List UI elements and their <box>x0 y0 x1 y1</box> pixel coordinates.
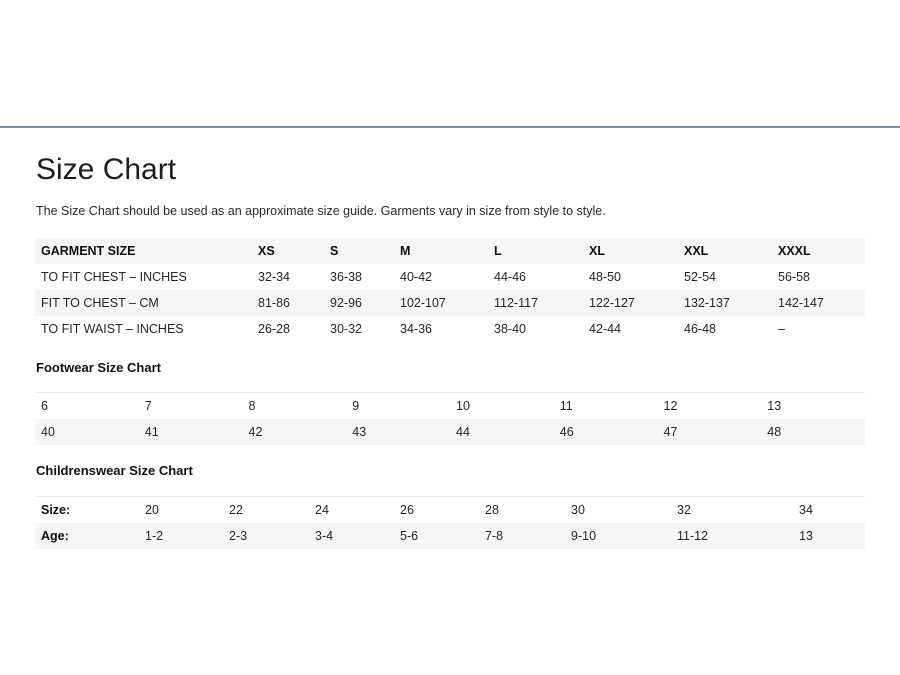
main-content: Size Chart The Size Chart should be used… <box>0 153 900 549</box>
table-cell: 112-117 <box>494 296 539 310</box>
table-cell: 38-40 <box>494 322 526 336</box>
table-cell: 81-86 <box>258 296 290 310</box>
table-cell: 26 <box>400 503 414 517</box>
table-cell: TO FIT CHEST – INCHES <box>41 270 187 284</box>
table-cell: 34-36 <box>400 322 432 336</box>
table-cell: 32-34 <box>258 270 290 284</box>
page-subtitle: The Size Chart should be used as an appr… <box>36 204 606 218</box>
table-header-cell: XXXL <box>772 238 865 264</box>
table-row: 40 41 42 43 44 46 47 48 <box>35 419 865 445</box>
table-cell: Size: <box>41 503 71 517</box>
table-cell: 48 <box>767 425 782 439</box>
table-cell: TO FIT WAIST – INCHES <box>41 322 184 336</box>
table-row: Age: 1-2 2-3 3-4 5-6 7-8 9-10 11-12 13 <box>35 523 865 549</box>
table-cell: 56-58 <box>778 270 810 284</box>
table-cell: 42-44 <box>589 322 621 336</box>
table-cell: 30 <box>571 503 585 517</box>
table-cell: 132-137 <box>684 296 730 310</box>
table-cell: 10 <box>456 399 470 413</box>
table-cell: 48-50 <box>589 270 621 284</box>
page-title: Size Chart <box>36 153 177 186</box>
table-cell: 92-96 <box>330 296 362 310</box>
table-cell: 43 <box>352 425 367 439</box>
table-cell: FIT TO CHEST – CM <box>41 296 159 310</box>
garment-size-table: GARMENT SIZE XS S M L XL XXL XXXL TO FIT CHEST … <box>35 238 865 342</box>
table-header-cell: XXL <box>678 238 772 264</box>
table-cell: 11-12 <box>677 529 709 543</box>
table-cell: 41 <box>144 425 159 439</box>
table-cell: 44-46 <box>494 270 526 284</box>
page-header <box>0 0 900 128</box>
table-row: TO FIT CHEST – INCHES 32-34 36-38 40-42 44-4… <box>35 264 865 290</box>
table-cell: 44 <box>456 425 470 439</box>
table-cell: 26-28 <box>258 322 290 336</box>
table-cell: 22 <box>229 503 243 517</box>
table-cell: 7-8 <box>485 529 504 543</box>
table-cell: 52-54 <box>684 270 716 284</box>
table-cell: 1-2 <box>145 529 164 543</box>
table-cell: 20 <box>145 503 159 517</box>
table-row: TO FIT WAIST – INCHES 26-28 30-32 34-36 38-4… <box>35 316 865 342</box>
table-row: FIT TO CHEST – CM 81-86 92-96 102-107 112-11… <box>35 290 865 316</box>
childrenswear-section-heading: Childrenswear Size Chart <box>36 463 193 478</box>
table-cell: 47 <box>663 425 678 439</box>
footwear-section-heading: Footwear Size Chart <box>36 360 161 375</box>
table-header-cell: S <box>324 238 394 264</box>
table-cell: Age: <box>41 529 69 543</box>
table-cell: 9-10 <box>571 529 597 543</box>
table-cell: 12 <box>663 399 678 413</box>
footwear-size-table: 6 7 8 9 10 11 12 13 40 41 42 43 44 46 47 48 <box>35 392 865 445</box>
table-cell: 7 <box>144 399 152 413</box>
table-header-cell: M <box>394 238 488 264</box>
table-cell: 40 <box>41 425 55 439</box>
table-header-cell: XL <box>583 238 678 264</box>
table-cell: 5-6 <box>400 529 419 543</box>
table-cell: – <box>778 322 785 336</box>
table-cell: 34 <box>799 503 813 517</box>
garment-table-header-row: GARMENT SIZE XS S M L XL XXL XXXL <box>35 238 865 264</box>
table-cell: 40-42 <box>400 270 432 284</box>
table-cell: 13 <box>799 529 813 543</box>
table-cell: 13 <box>767 399 782 413</box>
table-cell: 32 <box>677 503 691 517</box>
table-header-cell: GARMENT SIZE <box>35 238 252 264</box>
table-row: Size: 20 22 24 26 28 30 32 34 <box>35 497 865 524</box>
table-cell: 2-3 <box>229 529 248 543</box>
table-cell: 24 <box>315 503 329 517</box>
table-header-cell: L <box>488 238 583 264</box>
table-header-cell: XS <box>252 238 324 264</box>
table-cell: 30-32 <box>330 322 362 336</box>
table-cell: 42 <box>248 425 263 439</box>
table-cell: 122-127 <box>589 296 635 310</box>
childrenswear-size-table: Size: 20 22 24 26 28 30 32 34 Age: 1-2 2-3 3-4 5-6 7-8… <box>35 496 865 549</box>
table-cell: 28 <box>485 503 499 517</box>
table-cell: 3-4 <box>315 529 334 543</box>
table-cell: 36-38 <box>330 270 362 284</box>
table-cell: 6 <box>41 399 48 413</box>
table-cell: 46 <box>559 425 574 439</box>
table-cell: 142-147 <box>778 296 824 310</box>
table-cell: 46-48 <box>684 322 716 336</box>
table-cell: 11 <box>559 399 573 413</box>
table-cell: 8 <box>248 399 256 413</box>
table-cell: 9 <box>352 399 360 413</box>
table-row: 6 7 8 9 10 11 12 13 <box>35 393 865 420</box>
table-cell: 102-107 <box>400 296 446 310</box>
